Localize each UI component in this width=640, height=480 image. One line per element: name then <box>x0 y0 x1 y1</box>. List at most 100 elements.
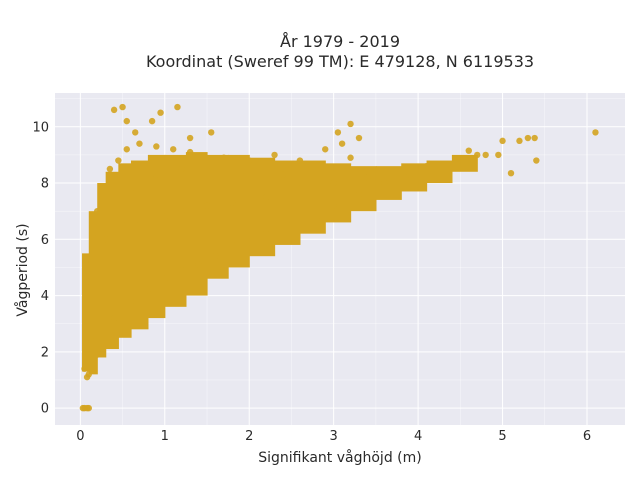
point-cloud-slice <box>164 154 187 307</box>
point-cloud-slice <box>185 152 208 296</box>
data-point <box>153 143 160 150</box>
y-axis-title: Vågperiod (s) <box>14 223 31 316</box>
data-point <box>262 230 270 237</box>
data-point <box>94 351 101 358</box>
data-point <box>398 168 405 175</box>
data-point <box>203 162 211 170</box>
point-cloud-slice <box>105 171 119 350</box>
x-tick-label: 1 <box>161 429 169 444</box>
x-tick-label: 5 <box>498 429 506 444</box>
data-point <box>355 191 363 198</box>
data-point <box>212 252 219 260</box>
data-point <box>203 202 211 209</box>
point-cloud-slice <box>249 157 276 257</box>
data-point <box>338 140 346 147</box>
data-point <box>262 193 270 201</box>
data-point <box>178 267 185 274</box>
data-point <box>431 162 439 170</box>
data-point <box>157 109 164 116</box>
data-point <box>208 129 215 136</box>
data-point <box>507 169 515 177</box>
data-point <box>355 134 363 142</box>
data-point <box>153 171 160 178</box>
y-tick-label: 4 <box>41 289 49 304</box>
data-point <box>229 241 236 249</box>
y-axis-ticks: 0 2 4 6 8 10 <box>32 120 49 416</box>
data-point <box>220 154 228 161</box>
data-point <box>106 165 114 173</box>
y-tick-label: 8 <box>41 177 49 192</box>
data-point <box>123 146 130 153</box>
point-cloud-slice <box>299 160 326 234</box>
data-point <box>186 148 194 156</box>
data-point <box>81 365 88 372</box>
point-cloud-slice <box>325 163 352 223</box>
data-point <box>136 222 143 229</box>
x-axis-ticks: 0 1 2 3 4 5 6 <box>76 429 591 444</box>
chart-title-line-2: Koordinat (Sweref 99 TM): E 479128, N 61… <box>146 52 534 71</box>
data-point <box>322 146 329 153</box>
data-point <box>533 157 540 164</box>
data-point <box>347 154 354 161</box>
data-point <box>110 106 118 114</box>
data-point <box>474 151 481 159</box>
data-point <box>531 134 538 142</box>
point-cloud-slice <box>274 160 301 245</box>
data-point <box>102 236 109 243</box>
data-point <box>110 314 118 322</box>
data-point <box>423 162 430 170</box>
x-tick-label: 3 <box>330 429 338 444</box>
data-point <box>170 146 177 153</box>
data-point <box>174 103 181 111</box>
data-point <box>516 137 523 145</box>
data-point <box>406 171 413 178</box>
x-tick-label: 6 <box>583 429 591 444</box>
point-cloud-slice <box>451 154 478 172</box>
data-point <box>132 129 139 136</box>
data-point <box>127 298 135 305</box>
data-point <box>144 286 152 294</box>
data-point <box>94 207 101 215</box>
data-point <box>195 261 202 268</box>
data-point <box>334 129 342 136</box>
data-point <box>85 306 92 313</box>
point-cloud-slice <box>401 163 428 192</box>
data-point <box>381 179 388 187</box>
data-point <box>161 213 168 220</box>
data-point <box>87 334 94 341</box>
data-point <box>82 258 89 266</box>
point-cloud-slice <box>350 166 377 212</box>
data-point <box>364 174 371 181</box>
data-point <box>98 188 105 195</box>
point-cloud-slice <box>375 166 402 200</box>
point-cloud-slice <box>88 211 98 375</box>
data-point <box>246 238 253 246</box>
data-point <box>89 362 97 370</box>
data-point <box>85 371 92 378</box>
data-point <box>296 185 304 192</box>
data-point <box>127 185 135 192</box>
data-point <box>89 230 97 237</box>
data-point <box>524 134 532 142</box>
point-cloud-slice <box>207 154 229 279</box>
x-tick-label: 2 <box>245 429 253 444</box>
data-point <box>119 103 126 111</box>
point-cloud-slice <box>228 154 250 268</box>
data-point <box>136 140 143 147</box>
data-point <box>123 117 130 125</box>
data-point <box>178 207 185 215</box>
data-point <box>83 278 91 285</box>
data-point <box>237 168 244 175</box>
data-point <box>85 404 92 412</box>
data-point <box>161 275 168 282</box>
x-tick-label: 0 <box>76 429 84 444</box>
y-tick-label: 2 <box>41 345 49 360</box>
data-point <box>330 179 337 187</box>
data-point <box>186 134 194 142</box>
x-tick-label: 4 <box>414 429 422 444</box>
point-cloud-slice <box>147 154 166 319</box>
data-points <box>79 103 599 412</box>
data-point <box>592 129 599 136</box>
y-tick-label: 10 <box>32 120 49 135</box>
